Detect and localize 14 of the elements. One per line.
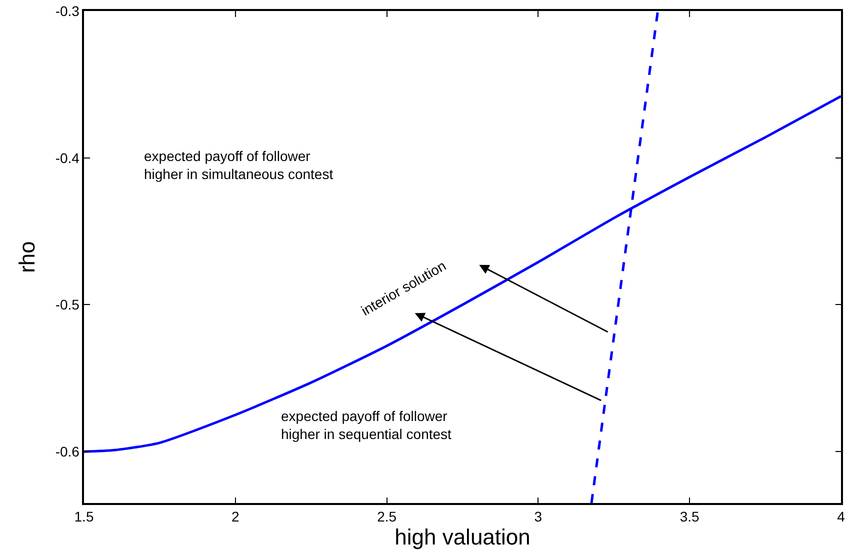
x-tick-label: 2 bbox=[232, 508, 240, 525]
y-tick-label: -0.4 bbox=[55, 150, 80, 166]
y-tick-label: -0.5 bbox=[55, 296, 80, 313]
y-tick-label: -0.6 bbox=[55, 444, 80, 460]
x-tick-label: 3 bbox=[534, 508, 542, 525]
x-tick-label: 1.5 bbox=[74, 508, 94, 525]
x-tick-label: 3.5 bbox=[680, 508, 700, 525]
y-tick-label: -0.3 bbox=[55, 2, 80, 19]
x-tick-label: 2.5 bbox=[377, 508, 397, 525]
annotation: expected payoff of follower higher in simultaneous contest bbox=[144, 148, 334, 182]
x-tick-label: 4 bbox=[837, 508, 846, 525]
x-axis-title: high valuation bbox=[394, 524, 530, 550]
y-axis-title: rho bbox=[14, 241, 40, 273]
annotation: expected payoff of follower higher in sequential contest bbox=[281, 408, 452, 442]
